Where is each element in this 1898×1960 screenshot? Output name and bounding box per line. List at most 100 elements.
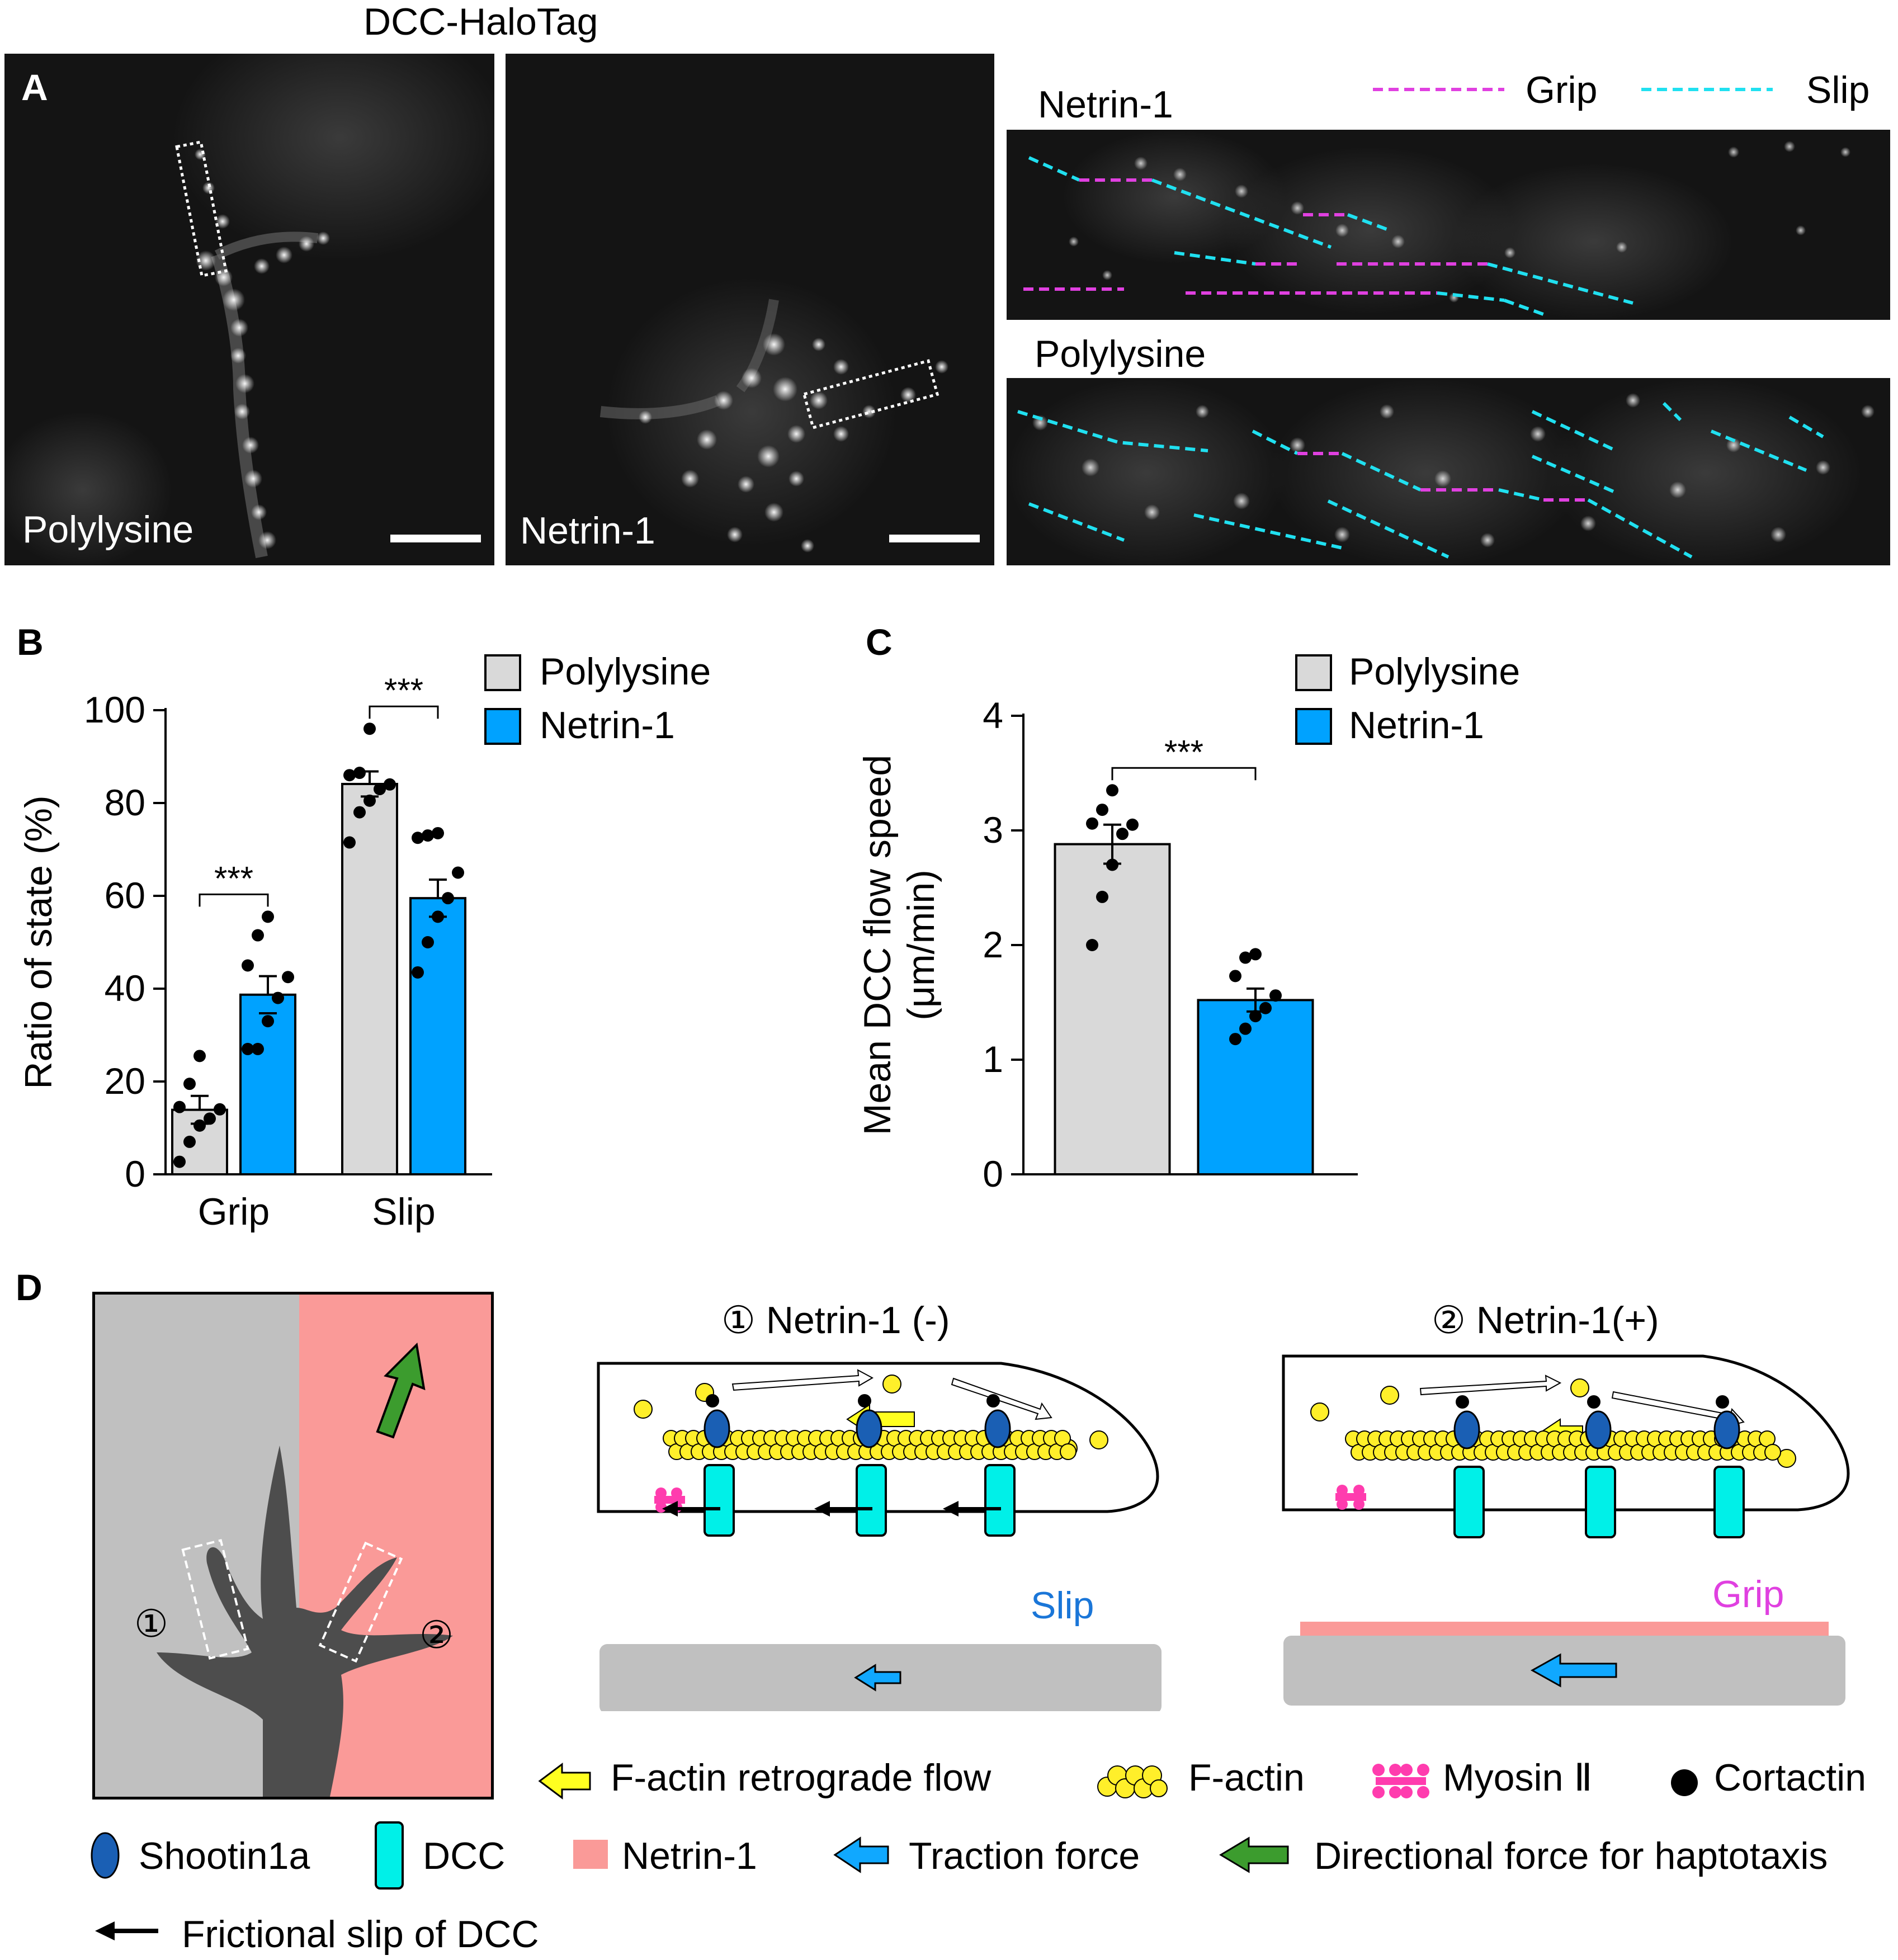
data-point — [282, 971, 294, 984]
significance-label: *** — [214, 859, 253, 897]
data-point — [432, 910, 444, 923]
data-point — [1249, 948, 1262, 961]
data-point — [1249, 1010, 1262, 1023]
y-tick-label: 100 — [84, 689, 145, 730]
kymo-netrin-label: Netrin-1 — [1038, 83, 1173, 126]
data-point — [252, 929, 264, 942]
legend-dcc-icon — [375, 1821, 404, 1890]
y-tick-label: 80 — [105, 782, 145, 823]
data-point — [1106, 858, 1118, 871]
frictional-slip-head — [943, 1501, 959, 1517]
data-point — [374, 783, 386, 796]
y-tick-label: 1 — [983, 1038, 1003, 1080]
data-point — [1229, 970, 1241, 983]
y-tick-label: 20 — [105, 1060, 145, 1102]
data-point — [343, 769, 356, 782]
dcc-receptor — [1585, 1466, 1616, 1538]
chart-b: 0 20 40 60 80 100 Ratio of state (%) Grip *** Sli… — [17, 650, 711, 1233]
y-axis-label: Mean DCC flow speed — [856, 755, 899, 1135]
kymo-legend-grip-line — [1373, 88, 1504, 91]
data-point — [242, 1042, 254, 1055]
bar — [409, 897, 466, 1175]
clutch-molecules — [1453, 1395, 1745, 1538]
shootin-molecule — [704, 1409, 730, 1448]
frictional-slip-head — [814, 1501, 830, 1517]
cortactin-dot — [1456, 1395, 1469, 1409]
data-point — [183, 1078, 196, 1090]
data-point — [1096, 804, 1108, 816]
myosin-icon — [1335, 1485, 1366, 1510]
data-point — [1229, 1033, 1241, 1046]
kymograph-netrin — [1007, 130, 1890, 320]
data-point — [363, 794, 376, 807]
significance-bracket — [369, 705, 439, 719]
data-point — [193, 1119, 206, 1132]
micrograph-netrin-art — [599, 277, 980, 552]
data-point — [1269, 989, 1282, 1002]
data-point — [353, 767, 366, 780]
diagram-netrin-negative — [597, 1362, 1162, 1711]
legend-cortactin-icon — [1671, 1769, 1698, 1796]
legend-shootin: Shootin1a — [139, 1835, 310, 1877]
shootin-molecule — [1585, 1410, 1612, 1449]
shootin-molecule — [856, 1409, 882, 1448]
dcc-receptor — [704, 1464, 735, 1537]
data-point — [214, 1103, 226, 1116]
y-axis-label-units: (μm/min) — [900, 870, 942, 1021]
micrograph-polylysine-art — [4, 54, 494, 565]
directional-force-arrow — [376, 1342, 426, 1439]
legend-factin: F-actin — [1188, 1756, 1305, 1799]
region-2-box — [318, 1541, 403, 1663]
legend-myosin-icon — [1372, 1764, 1429, 1798]
y-tick-label: 3 — [983, 809, 1003, 851]
dcc-receptor — [1453, 1466, 1485, 1538]
diagram-1-title: ① Netrin-1 (-) — [721, 1299, 950, 1342]
data-point — [262, 910, 274, 923]
shootin-molecule — [1453, 1410, 1480, 1449]
y-tick-label: 60 — [105, 875, 145, 916]
data-point — [422, 936, 434, 948]
legend-traction-icon — [833, 1836, 889, 1873]
data-point — [242, 959, 254, 972]
bar — [1197, 999, 1314, 1176]
y-tick-label: 40 — [105, 967, 145, 1009]
shootin-molecule — [984, 1409, 1011, 1448]
panel-c-letter: C — [866, 621, 893, 663]
data-point — [1126, 818, 1139, 831]
data-point — [412, 966, 424, 979]
data-point — [422, 829, 434, 842]
data-point — [1239, 1022, 1252, 1035]
data-point — [262, 1015, 274, 1028]
region-1-box — [181, 1539, 249, 1660]
y-tick-label: 0 — [125, 1153, 145, 1194]
traction-arrow-large — [1530, 1653, 1617, 1688]
kymo-legend-slip: Slip — [1806, 69, 1870, 111]
data-point — [343, 836, 356, 849]
dcc-receptor — [984, 1464, 1016, 1537]
panel-b-letter: B — [17, 621, 44, 663]
legend-label: Netrin-1 — [1349, 704, 1484, 747]
legend-label: Polylysine — [540, 650, 711, 693]
panel-d-letter: D — [16, 1267, 43, 1308]
data-point — [412, 832, 424, 844]
panel-a-header: DCC-HaloTag — [363, 1, 598, 43]
diagram-netrin-positive — [1282, 1354, 1850, 1706]
cortactin-dot — [1587, 1395, 1600, 1409]
significance-label: *** — [384, 672, 423, 709]
legend-swatch — [484, 654, 521, 691]
kymo-legend-grip: Grip — [1526, 69, 1598, 111]
data-point — [1086, 939, 1098, 951]
significance-bracket — [199, 893, 269, 907]
cortactin-dot — [706, 1394, 719, 1408]
data-point — [384, 778, 396, 791]
legend-directional: Directional force for haptotaxis — [1314, 1835, 1828, 1877]
data-point — [432, 826, 444, 839]
panel-a-letter: A — [21, 67, 48, 108]
data-point — [272, 991, 284, 1004]
y-tick-label: 4 — [983, 695, 1003, 736]
legend-netrin-swatch — [573, 1840, 608, 1869]
data-point — [452, 866, 464, 879]
y-tick-label: 0 — [983, 1153, 1003, 1194]
y-axis-label: Ratio of state (%) — [17, 795, 60, 1089]
x-tick-label: Grip — [198, 1191, 270, 1233]
